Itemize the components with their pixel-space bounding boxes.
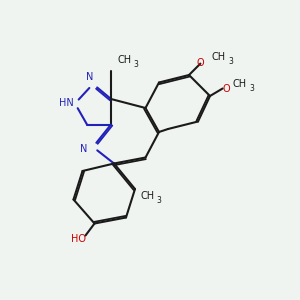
Text: HO: HO bbox=[71, 234, 86, 244]
Text: CH: CH bbox=[212, 52, 226, 62]
Text: CH: CH bbox=[232, 79, 247, 89]
Text: O: O bbox=[223, 83, 230, 94]
Text: O: O bbox=[196, 58, 204, 68]
Text: CH: CH bbox=[140, 190, 154, 201]
Text: 3: 3 bbox=[228, 57, 233, 66]
Text: 3: 3 bbox=[249, 84, 254, 93]
Text: 3: 3 bbox=[157, 196, 162, 205]
Text: CH: CH bbox=[117, 55, 131, 65]
Text: N: N bbox=[80, 144, 88, 154]
Text: 3: 3 bbox=[134, 60, 138, 69]
Text: N: N bbox=[86, 72, 94, 82]
Text: HN: HN bbox=[59, 98, 74, 109]
